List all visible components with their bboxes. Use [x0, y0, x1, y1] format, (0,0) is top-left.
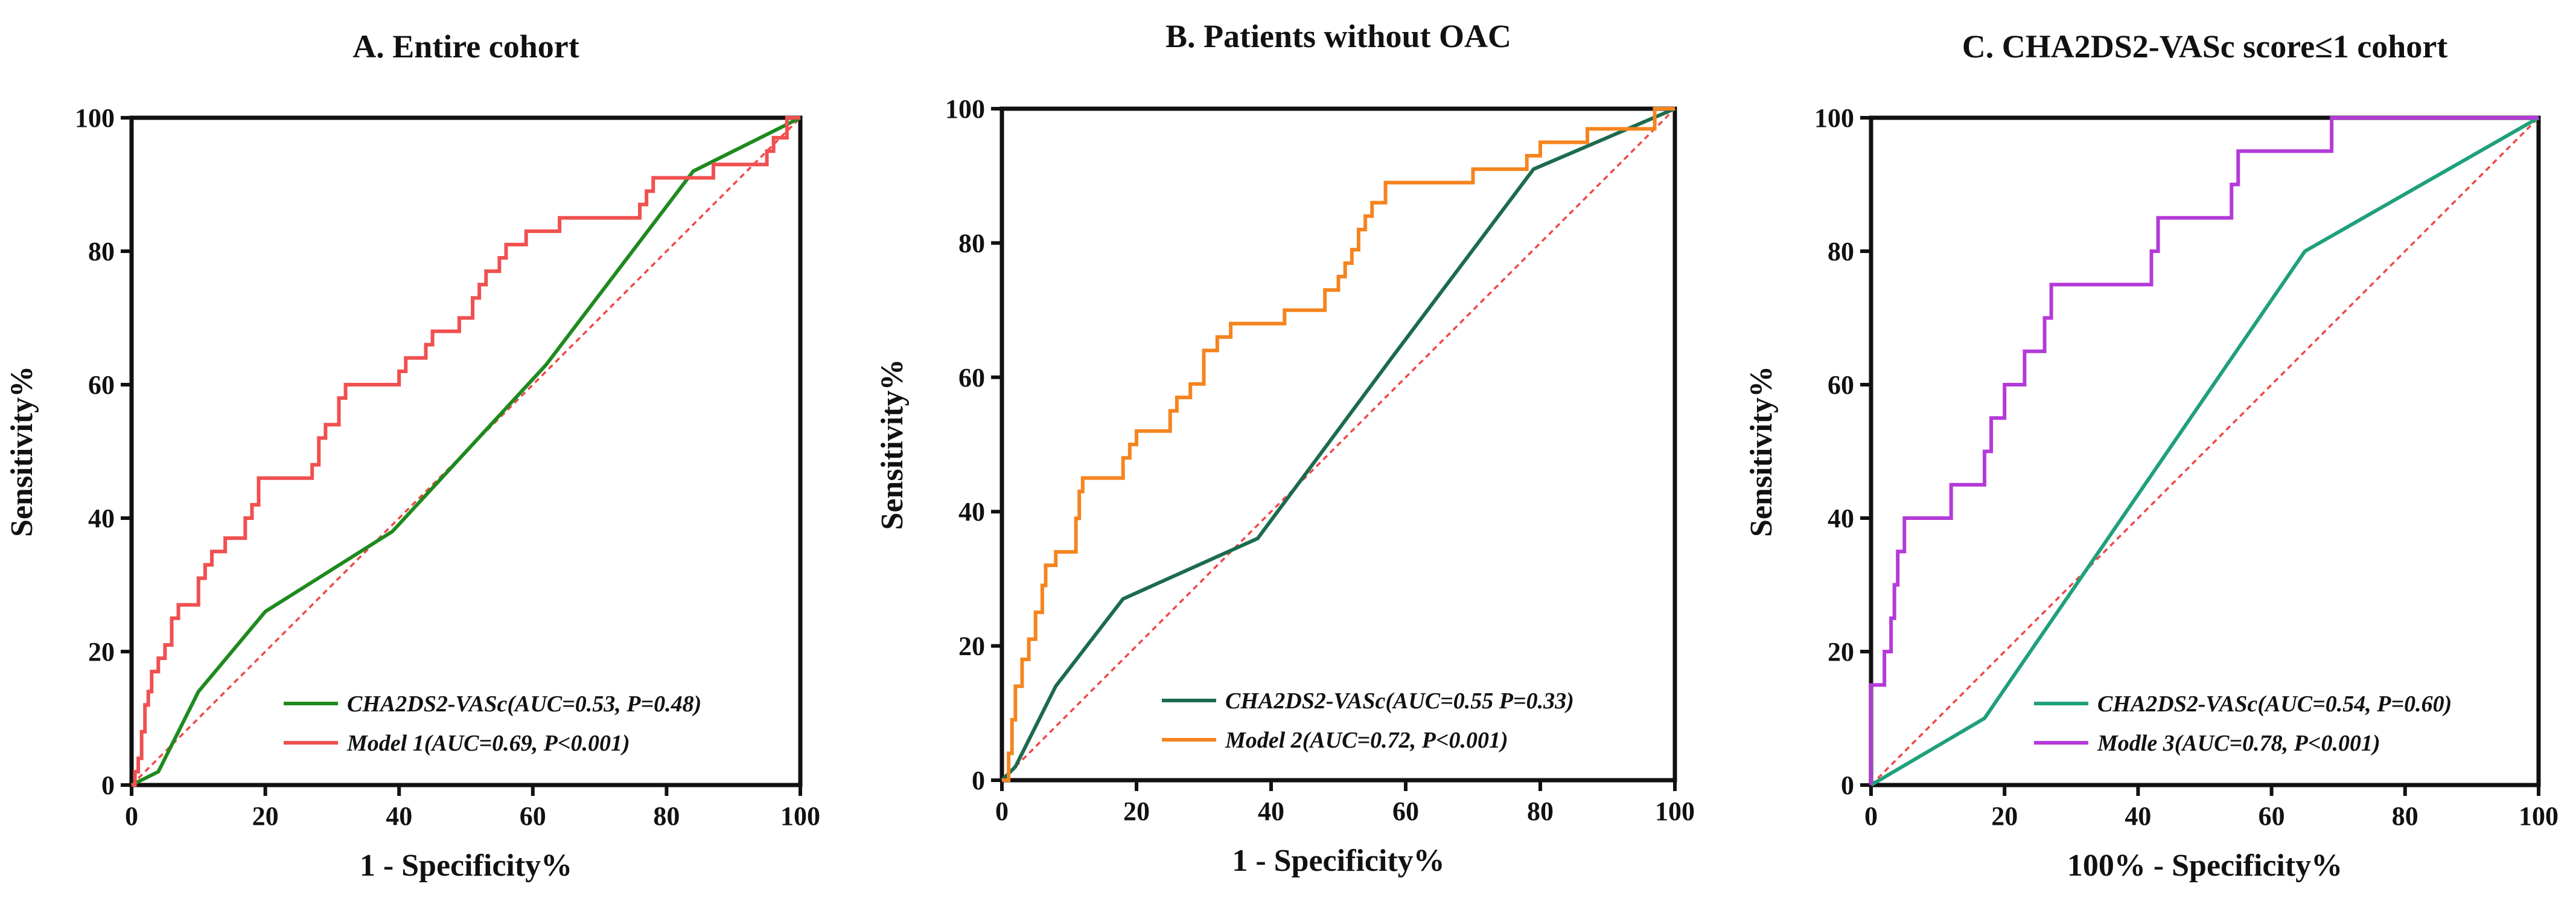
y-tick-label: 0 [101, 771, 115, 800]
x-tick-label: 20 [1123, 797, 1150, 826]
x-tick-label: 60 [520, 801, 546, 831]
x-tick-label: 100 [780, 801, 820, 831]
chart-title: C. CHA2DS2-VASc score≤1 cohort [1962, 28, 2448, 65]
series-line-1 [1870, 116, 2540, 787]
y-tick-label: 20 [958, 632, 985, 661]
x-tick-label: 40 [2125, 801, 2151, 831]
x-tick-label: 20 [1991, 801, 2018, 831]
y-axis-label: Sensitivity% [5, 366, 39, 537]
y-tick-label: 40 [958, 497, 985, 527]
x-tick-label: 0 [995, 797, 1009, 826]
y-tick-label: 20 [88, 637, 115, 667]
series-line-2 [1002, 107, 1675, 782]
y-tick-label: 40 [1828, 504, 1854, 533]
chart-title: A. Entire cohort [352, 28, 579, 65]
x-tick-label: 100 [2519, 801, 2558, 831]
y-axis-label: Sensitivity% [875, 359, 910, 530]
x-tick-label: 0 [125, 801, 138, 831]
series-line-2 [1869, 116, 2539, 785]
y-tick-label: 0 [972, 766, 985, 795]
y-tick-label: 100 [945, 94, 985, 124]
y-tick-label: 80 [958, 228, 985, 258]
y-tick-label: 20 [1828, 637, 1854, 667]
x-tick-label: 80 [1527, 797, 1554, 826]
x-axis-label: 1 - Specificity% [1232, 844, 1444, 878]
y-tick-label: 0 [1841, 771, 1854, 800]
y-tick-label: 60 [1828, 370, 1854, 400]
x-tick-label: 60 [1392, 797, 1419, 826]
x-tick-label: 80 [653, 801, 680, 831]
reference-diagonal-line [1001, 107, 1676, 781]
chart-title: B. Patients without OAC [1165, 18, 1511, 54]
x-axis-label: 1 - Specificity% [360, 848, 572, 883]
series-line-1 [1000, 107, 1676, 782]
x-tick-label: 40 [1258, 797, 1284, 826]
legend-label-1: CHA2DS2-VASc(AUC=0.53, P=0.48) [347, 691, 701, 717]
y-tick-label: 40 [88, 504, 115, 533]
legend-label-2: Model 2(AUC=0.72, P<0.001) [1225, 728, 1508, 753]
y-tick-label: 100 [75, 103, 115, 133]
series-line-1 [130, 116, 802, 787]
y-tick-label: 60 [958, 363, 985, 393]
reference-diagonal-line [1870, 117, 2540, 786]
legend-label-1: CHA2DS2-VASc(AUC=0.54, P=0.60) [2097, 691, 2452, 717]
y-tick-label: 60 [88, 370, 115, 400]
chart-panel-3: C. CHA2DS2-VASc score≤1 cohort 0 20 40 60 80 1… [1744, 28, 2558, 883]
reference-diagonal-line [130, 117, 802, 786]
y-tick-label: 80 [88, 237, 115, 266]
x-tick-label: 100 [1655, 797, 1695, 826]
x-tick-label: 80 [2392, 801, 2418, 831]
legend-label-2: Model 1(AUC=0.69, P<0.001) [346, 731, 630, 756]
plot-frame [999, 106, 1677, 783]
x-tick-label: 60 [2259, 801, 2285, 831]
plot-frame [1869, 115, 2541, 787]
plot-frame [129, 115, 803, 787]
legend-label-2: Modle 3(AUC=0.78, P<0.001) [2097, 731, 2380, 756]
series-line-2 [132, 116, 800, 787]
x-tick-label: 40 [386, 801, 412, 831]
chart-panel-1: A. Entire cohort 0 20 40 60 80 100 0 20 40 60 80 100… [5, 28, 820, 883]
y-axis-label: Sensitivity% [1744, 366, 1779, 537]
x-tick-label: 20 [252, 801, 279, 831]
y-tick-label: 100 [1814, 103, 1854, 133]
x-tick-label: 0 [1864, 801, 1878, 831]
y-tick-label: 80 [1828, 237, 1854, 266]
chart-panel-2: B. Patients without OAC 0 20 40 60 80 100 0 20 40… [875, 18, 1695, 878]
x-axis-label: 100% - Specificity% [2067, 848, 2342, 883]
legend-label-1: CHA2DS2-VASc(AUC=0.55 P=0.33) [1225, 688, 1574, 714]
